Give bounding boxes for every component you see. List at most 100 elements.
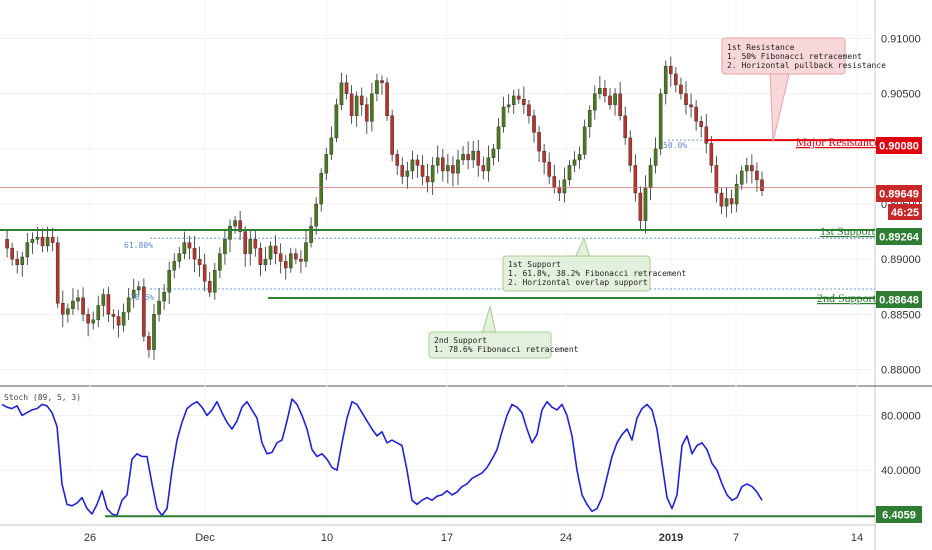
candle-body	[547, 161, 551, 177]
candle-body	[608, 95, 612, 105]
time-tick-label: 2019	[659, 532, 683, 544]
candle-body	[162, 292, 166, 302]
candle-body	[385, 82, 389, 116]
candle-body	[628, 137, 633, 166]
candle-body	[273, 245, 278, 254]
countdown-badge: 46:25	[888, 204, 922, 220]
fib-786-label: 78.6%	[130, 293, 154, 302]
candle-body	[167, 270, 172, 293]
candle-body	[147, 336, 151, 350]
second-support-callout: 2nd Support 1. 78.6% Fibonacci retraceme…	[428, 305, 579, 359]
candle-body	[111, 314, 116, 317]
price-tick-label: 0.88500	[881, 309, 921, 321]
candle-body	[719, 192, 724, 207]
candles	[5, 56, 764, 360]
candle-body	[517, 95, 521, 100]
candle-body	[96, 305, 101, 321]
candle-body	[699, 121, 703, 128]
stoch-tick-label: 80.0000	[881, 410, 921, 422]
candle-body	[324, 154, 329, 174]
stoch-tick-label: 40.0000	[881, 465, 921, 477]
candle-body	[157, 300, 161, 315]
candle-body	[410, 159, 415, 172]
price-tick-label: 0.88000	[881, 364, 921, 376]
first-resistance-callout: 1st Resistance 1. 50% Fibonacci retracem…	[721, 37, 886, 143]
first-resistance-line-2: 2. Horizontal pullback resistance	[727, 61, 886, 70]
candle-body	[55, 242, 60, 304]
candle-body	[299, 258, 303, 262]
candle-body	[542, 150, 546, 163]
candle-body	[172, 261, 177, 271]
stoch-line	[1, 398, 763, 517]
candle-body	[15, 258, 20, 265]
candle-body	[202, 264, 207, 282]
first-support-badge: 0.89264	[876, 228, 922, 245]
stoch-last-value: 6.4059	[882, 510, 916, 522]
candle-body	[674, 73, 678, 86]
candle-body	[745, 165, 749, 172]
candle-body	[679, 84, 683, 94]
time-tick-label: 10	[321, 532, 333, 544]
candle-body	[461, 154, 465, 161]
candle-body	[283, 261, 288, 269]
candle-body	[334, 104, 339, 139]
candle-body	[729, 198, 734, 205]
candle-body	[121, 311, 126, 326]
candle-body	[339, 82, 344, 105]
candle-body	[425, 176, 430, 183]
candle-body	[81, 297, 85, 315]
candle-body	[30, 239, 35, 243]
candle-body	[20, 256, 25, 265]
candle-body	[714, 165, 719, 194]
second-support-value: 0.88648	[879, 295, 919, 307]
candle-body	[212, 270, 217, 293]
candle-body	[278, 253, 283, 262]
candle-body	[66, 308, 70, 315]
candle-body	[126, 297, 131, 313]
candle-body	[527, 104, 531, 117]
candle-body	[623, 115, 627, 139]
fib-618-label: 61.80%	[124, 241, 153, 250]
candle-body	[370, 93, 374, 122]
candle-body	[481, 165, 486, 172]
candle-body	[40, 236, 45, 247]
candle-body	[415, 159, 420, 166]
candle-body	[669, 65, 673, 75]
candle-body	[152, 314, 156, 350]
candle-body	[638, 192, 643, 221]
second-support-badge: 0.88648	[876, 291, 922, 308]
candle-body	[131, 289, 136, 298]
fib-50-label: 50.0%	[663, 141, 687, 150]
candle-body	[567, 165, 572, 180]
candle-body	[572, 159, 577, 166]
candle-body	[532, 115, 536, 133]
candle-body	[613, 93, 617, 105]
candle-body	[91, 319, 95, 324]
first-support-line-2: 2. Horizontal overlap support	[508, 278, 648, 287]
candle-body	[253, 239, 258, 249]
candle-body	[238, 220, 242, 232]
candle-body	[289, 253, 293, 269]
candle-body	[344, 82, 349, 94]
price-tick-label: 0.89000	[881, 254, 921, 266]
candle-body	[375, 80, 379, 94]
candle-body	[207, 281, 212, 293]
candle-body	[435, 157, 440, 166]
candle-body	[380, 80, 384, 83]
stoch-indicator-label: Stoch (89, 5, 3)	[4, 393, 81, 402]
candle-body	[192, 247, 197, 260]
candle-body	[116, 316, 121, 326]
candle-body	[35, 236, 40, 240]
candle-body	[643, 187, 648, 221]
candle-body	[501, 106, 506, 128]
candle-body	[10, 247, 14, 260]
candle-body	[577, 154, 582, 161]
candle-body	[658, 93, 663, 150]
price-tick-label: 0.90500	[881, 89, 921, 101]
candle-body	[750, 165, 754, 172]
candle-body	[704, 126, 709, 144]
time-tick-label: 26	[84, 532, 96, 544]
first-resistance-title: 1st Resistance	[727, 43, 795, 52]
second-support-line-1: 1. 78.6% Fibonacci retracement	[434, 345, 579, 354]
